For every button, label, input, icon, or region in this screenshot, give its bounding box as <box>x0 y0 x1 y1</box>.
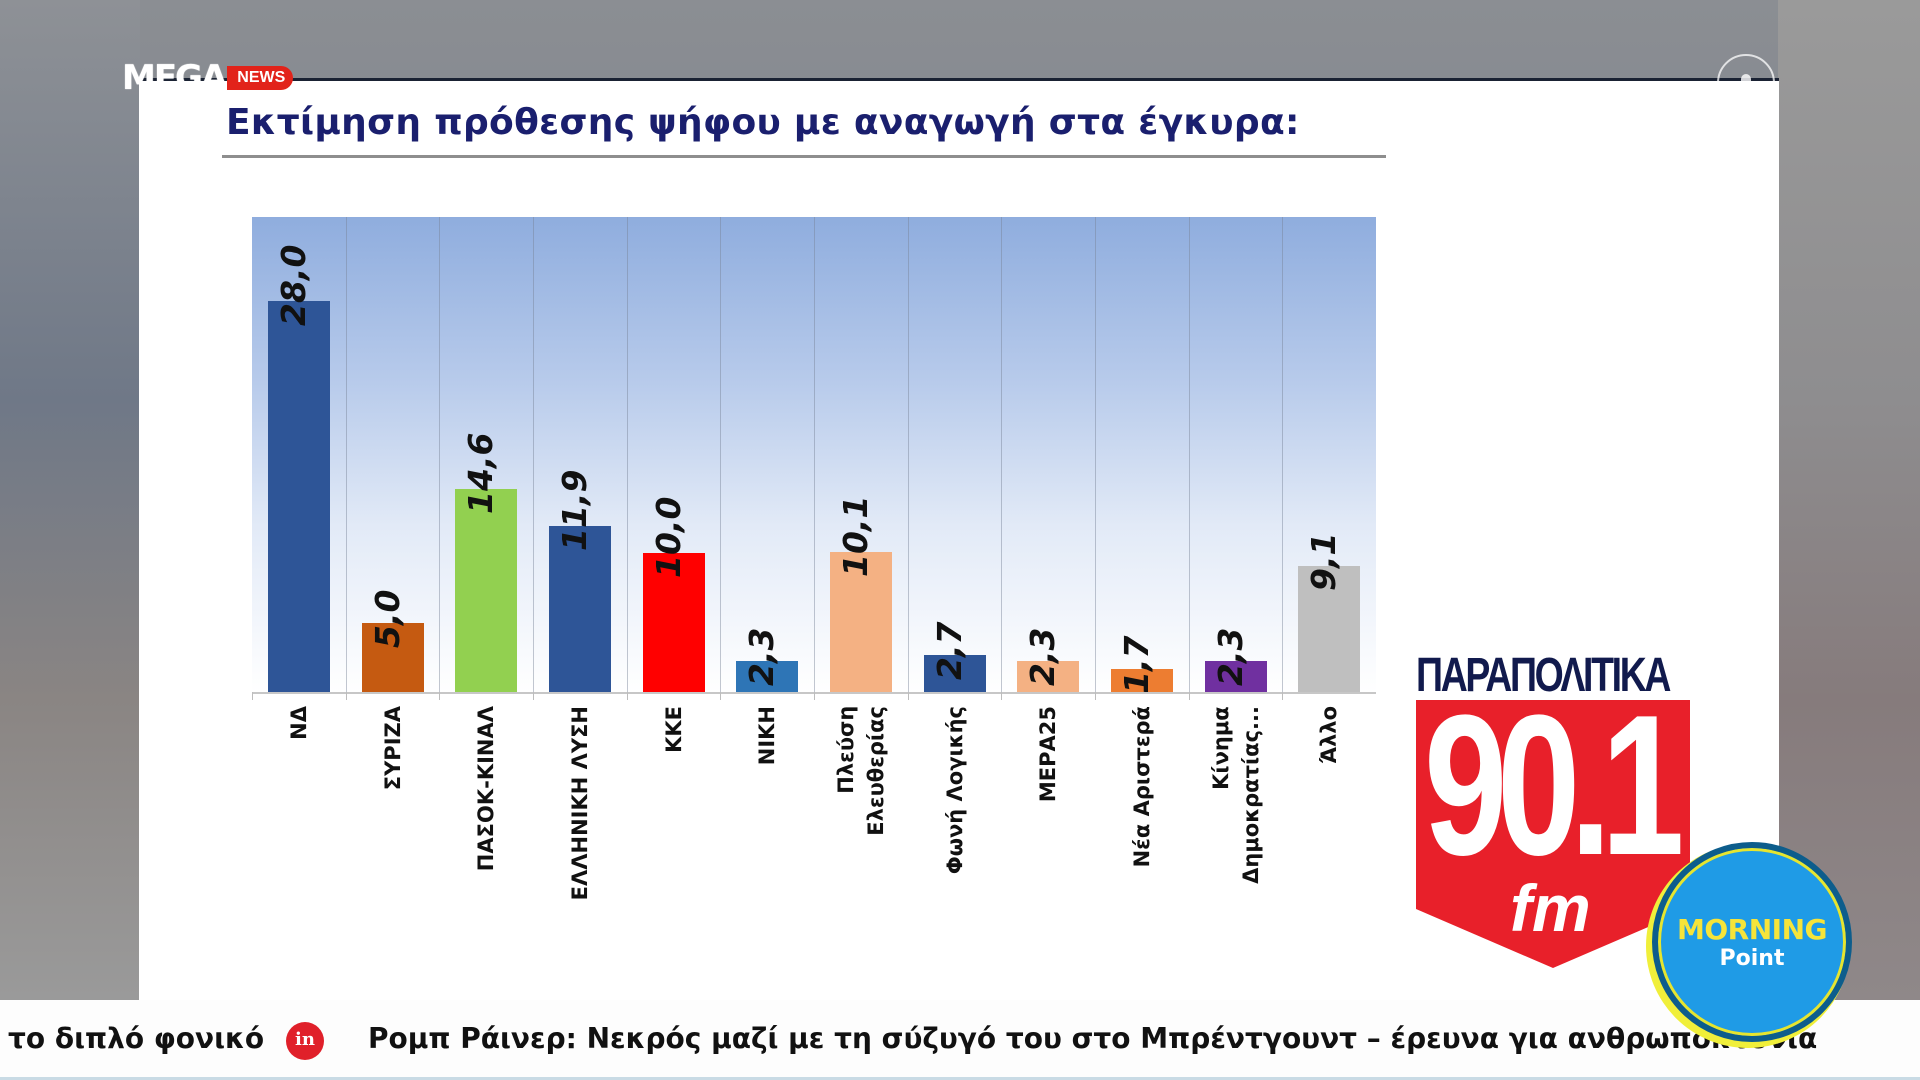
category-label: Φωνή Λογικής <box>942 706 967 875</box>
show-badge: MORNING Point <box>1652 842 1852 1042</box>
bar-value-label: 5,0 <box>367 589 407 648</box>
bar <box>642 553 705 693</box>
axis-tick <box>1188 692 1190 700</box>
show-badge-line1: MORNING <box>1677 913 1828 946</box>
bar <box>267 301 330 693</box>
bar-value-label: 10,0 <box>648 496 688 578</box>
axis-tick <box>1282 692 1284 700</box>
category-gridline <box>814 217 815 693</box>
bar-value-label: 10,1 <box>835 495 875 577</box>
bar <box>548 526 611 693</box>
chart-plot-area: 28,0 5,0 14,6 11,9 10,0 2,3 10,1 2,7 2,3 1,7 2,3 9,… <box>252 217 1376 695</box>
bar <box>1204 660 1267 693</box>
bar-value-label: 2,3 <box>1023 627 1063 686</box>
radio-frequency: 90.1 <box>1424 674 1684 897</box>
axis-tick <box>252 692 253 700</box>
radio-logo: ΠΑΡΑΠΟΛΙΤΙΚΑ 90.1 fm <box>1412 648 1702 968</box>
bar <box>1110 669 1173 693</box>
channel-logo-text: MEGA <box>122 63 226 93</box>
category-gridline <box>1001 217 1003 693</box>
category-gridline <box>439 217 441 693</box>
channel-news-badge: NEWS <box>227 66 294 90</box>
ticker-separator-icon: in <box>286 1022 324 1060</box>
show-badge-line2: Point <box>1719 946 1785 971</box>
slide-title: Εκτίμηση πρόθεσης ψήφου με αναγωγή στα έ… <box>226 102 1300 143</box>
category-gridline <box>907 217 909 693</box>
bar <box>923 655 986 693</box>
bar <box>1298 565 1361 693</box>
bar-value-label: 2,3 <box>742 627 782 686</box>
background-left <box>0 0 140 1000</box>
bar <box>829 551 892 693</box>
axis-tick <box>1095 692 1096 700</box>
bar <box>455 488 518 693</box>
category-label: ΚΚΕ <box>661 706 686 753</box>
ticker-item: Ρομπ Ράινερ: Νεκρός μαζί με τη σύζυγό το… <box>368 1022 1818 1055</box>
axis-tick <box>439 692 441 700</box>
axis-tick <box>626 692 628 700</box>
category-label: ΣΥΡΙΖΑ <box>380 706 405 791</box>
bar <box>1017 660 1080 693</box>
axis-tick <box>1001 692 1003 700</box>
category-label: Κίνημα Δημοκρατίας... <box>1208 706 1263 884</box>
radio-brand: ΠΑΡΑΠΟΛΙΤΙΚΑ <box>1416 649 1671 702</box>
category-gridline <box>1095 217 1096 693</box>
category-label: ΝΔ <box>286 706 311 740</box>
axis-tick <box>533 692 534 700</box>
category-gridline <box>533 217 534 693</box>
category-gridline <box>345 217 347 693</box>
category-gridline <box>1282 217 1284 693</box>
bar-value-label: 1,7 <box>1116 635 1156 695</box>
bar <box>736 660 799 693</box>
axis-tick <box>720 692 722 700</box>
axis-tick <box>345 692 347 700</box>
corner-watermark-icon <box>1717 54 1775 112</box>
news-ticker: το διπλό φονικό in Ρομπ Ράινερ: Νεκρός μ… <box>0 1000 1920 1080</box>
category-label: ΝΙΚΗ <box>755 706 780 766</box>
bar-value-label: 14,6 <box>461 432 501 514</box>
category-label: ΠΑΣΟΚ-ΚΙΝΑΛ <box>474 706 499 872</box>
category-gridline <box>626 217 628 693</box>
ticker-item: το διπλό φονικό <box>8 1022 265 1055</box>
axis-tick <box>907 692 909 700</box>
background-right <box>1778 0 1920 1000</box>
radio-shield <box>1416 700 1690 968</box>
bar-value-label: 2,3 <box>1210 627 1250 686</box>
category-label: ΕΛΛΗΝΙΚΗ ΛΥΣΗ <box>567 706 592 901</box>
axis-tick <box>814 692 815 700</box>
bar-value-label: 11,9 <box>554 469 594 552</box>
category-label: ΜΕΡΑ25 <box>1036 706 1061 803</box>
category-gridline <box>720 217 722 693</box>
bar-value-label: 9,1 <box>1304 532 1344 591</box>
bar-value-label: 28,0 <box>273 244 313 326</box>
category-label: Άλλο <box>1317 706 1342 764</box>
category-label: Νέα Αριστερά <box>1129 706 1154 868</box>
radio-band: fm <box>1510 871 1591 945</box>
bar-value-label: 2,7 <box>929 621 969 681</box>
title-divider <box>222 155 1386 158</box>
category-gridline <box>1188 217 1190 693</box>
channel-logo: MEGA NEWS <box>122 62 294 94</box>
bar <box>361 623 424 693</box>
category-label: Πλεύση Ελευθερίας <box>833 706 888 836</box>
